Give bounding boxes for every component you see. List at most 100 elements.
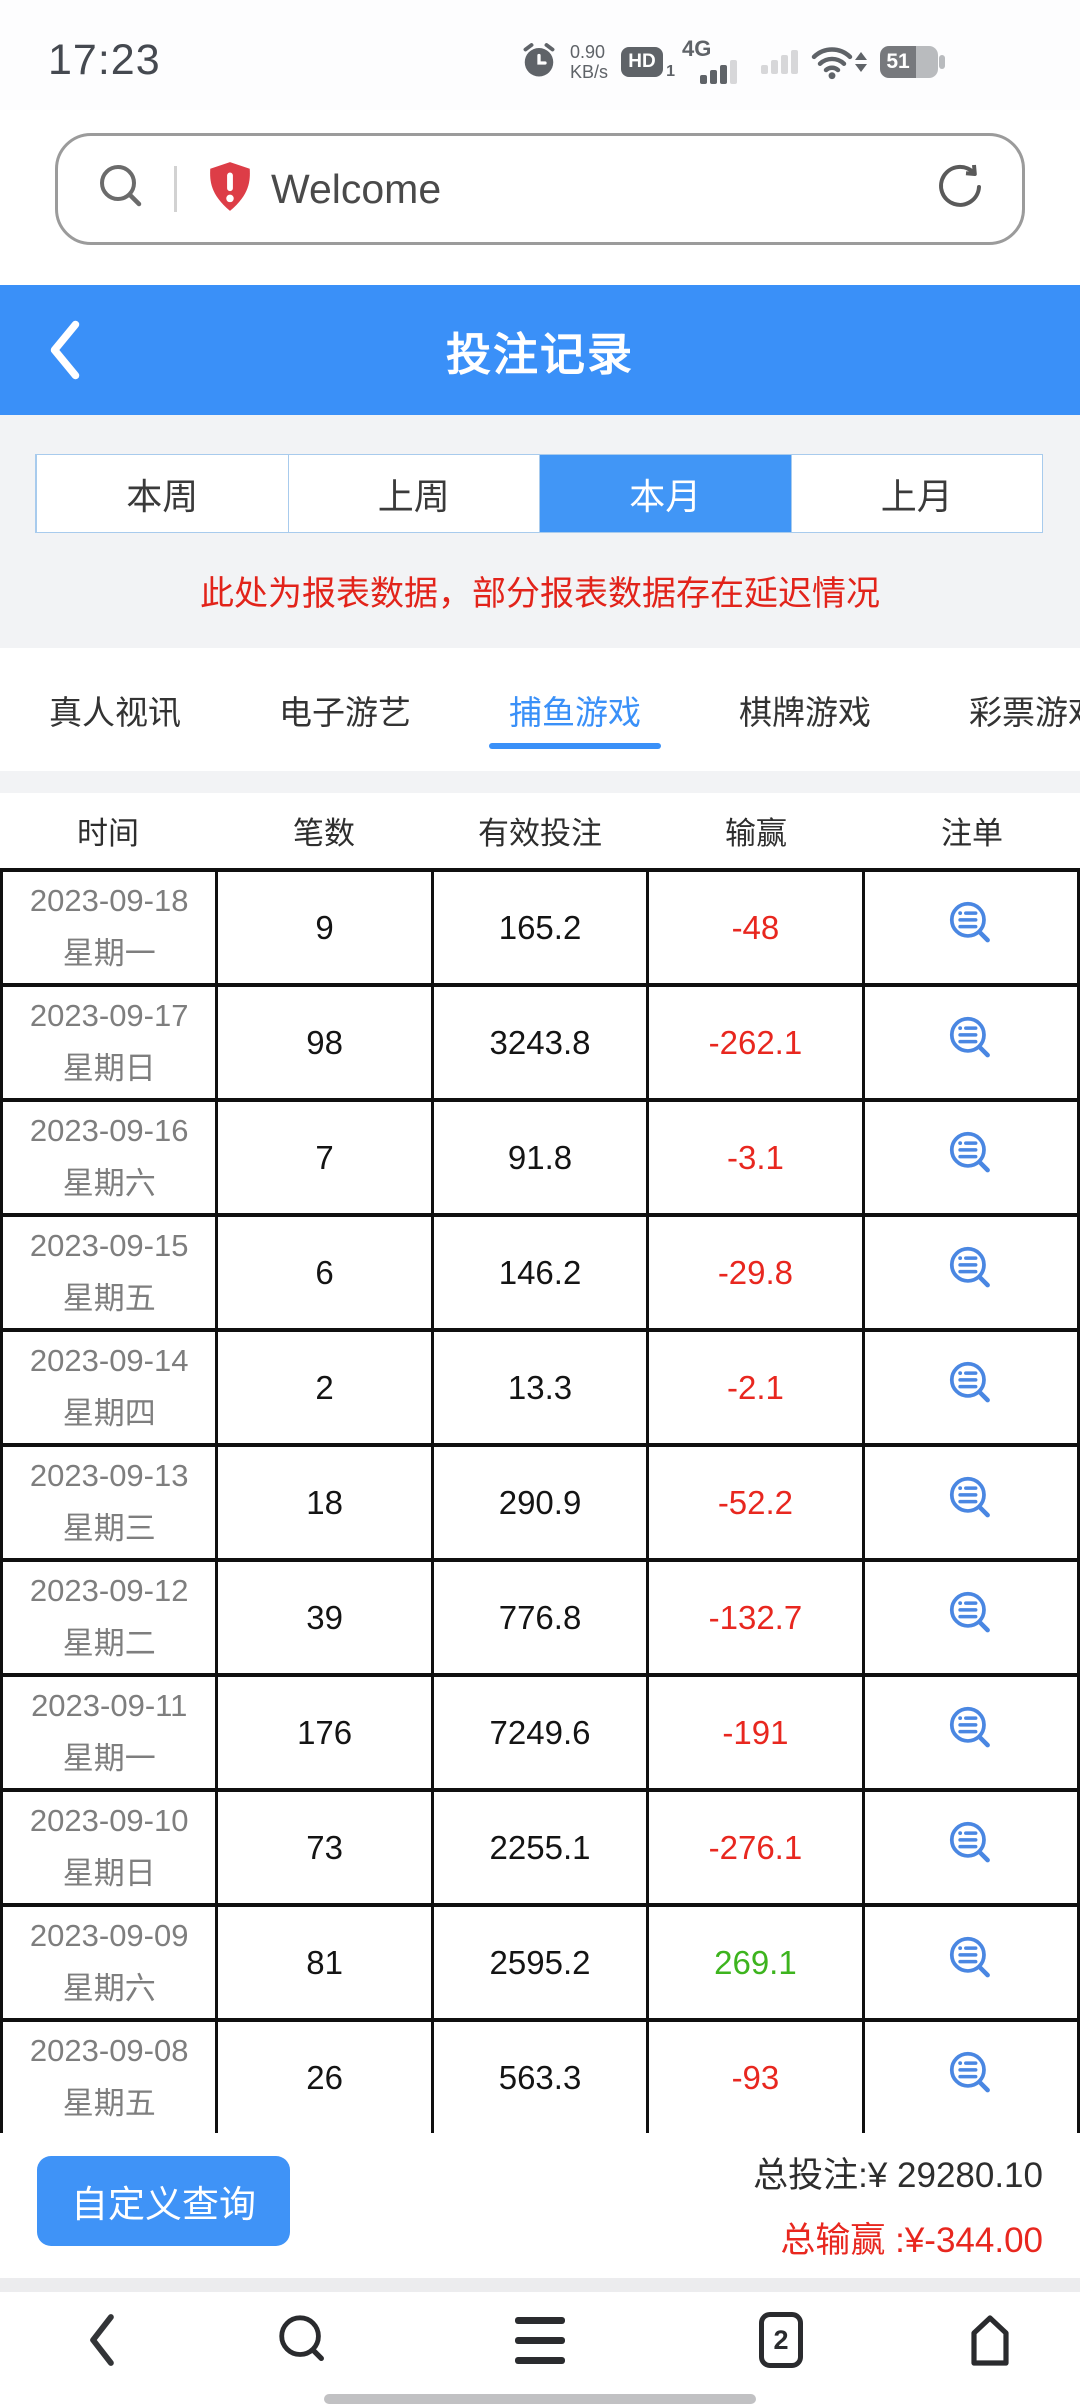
cell-date: 2023-09-15 星期五	[3, 1217, 219, 1328]
order-detail-icon[interactable]	[944, 897, 998, 959]
weekday-text: 星期六	[62, 1970, 156, 2006]
app-header: 投注记录	[0, 285, 1080, 415]
date-text: 2023-09-17	[29, 997, 189, 1033]
totals: 总投注:¥ 29280.10 总输赢 :¥-344.00	[753, 2147, 1043, 2263]
network-type-label: 4G	[682, 36, 712, 61]
period-tab[interactable]: 本周	[36, 455, 288, 532]
cell-order[interactable]	[865, 1792, 1077, 1903]
shield-alert-icon[interactable]	[205, 160, 255, 219]
cell-order[interactable]	[865, 2022, 1077, 2133]
period-tab[interactable]: 上月	[790, 455, 1042, 532]
game-tab[interactable]: 棋牌游戏	[690, 648, 920, 771]
cell-winloss: -93	[649, 2022, 865, 2133]
period-tab-label: 本周	[126, 475, 199, 517]
date-text: 2023-09-08	[29, 2032, 189, 2068]
cell-order[interactable]	[865, 1562, 1077, 1673]
game-tab[interactable]: 彩票游戏	[920, 648, 1080, 771]
order-detail-icon[interactable]	[944, 1242, 998, 1304]
nav-menu-icon[interactable]	[512, 2312, 568, 2368]
battery-level: 51	[880, 46, 916, 78]
cell-date: 2023-09-14 星期四	[3, 1332, 219, 1443]
period-tabs: 本周 上周 本月 上月	[35, 454, 1043, 533]
gesture-bar[interactable]	[324, 2394, 756, 2404]
table-row: 2023-09-17 星期日 98 3243.8 -262.1	[3, 987, 1077, 1102]
status-icons: 0.90 KB/s HD 1 4G	[521, 36, 945, 86]
cell-order[interactable]	[865, 872, 1077, 983]
period-tab-label: 本月	[629, 475, 702, 517]
order-detail-icon[interactable]	[944, 1932, 998, 1994]
cell-valid-bet: 2255.1	[434, 1792, 650, 1903]
cell-winloss: -262.1	[649, 987, 865, 1098]
network-speed-unit: KB/s	[569, 62, 608, 82]
cell-winloss: -191	[649, 1677, 865, 1788]
table-row: 2023-09-15 星期五 6 146.2 -29.8	[3, 1217, 1077, 1332]
cell-order[interactable]	[865, 1102, 1077, 1213]
battery-icon: 51	[880, 46, 945, 78]
cell-count: 98	[218, 987, 434, 1098]
weekday-text: 星期五	[62, 1280, 156, 1316]
search-icon[interactable]	[94, 160, 148, 219]
alarm-clock-icon	[521, 41, 557, 84]
hd-sim-index: 1	[666, 63, 675, 80]
order-detail-icon[interactable]	[944, 1357, 998, 1419]
nav-tabs-icon[interactable]: 2	[753, 2312, 809, 2368]
table-row: 2023-09-09 星期六 81 2595.2 269.1	[3, 1907, 1077, 2022]
date-text: 2023-09-14	[29, 1342, 189, 1378]
date-text: 2023-09-15	[29, 1227, 189, 1263]
table-row: 2023-09-08 星期五 26 563.3 -93	[3, 2022, 1077, 2137]
game-tab-label: 捕鱼游戏	[509, 693, 641, 731]
cell-valid-bet: 290.9	[434, 1447, 650, 1558]
period-tab[interactable]: 上周	[287, 455, 539, 532]
cell-valid-bet: 165.2	[434, 872, 650, 983]
order-detail-icon[interactable]	[944, 1472, 998, 1534]
order-detail-icon[interactable]	[944, 1127, 998, 1189]
cell-valid-bet: 776.8	[434, 1562, 650, 1673]
game-tab[interactable]: 捕鱼游戏	[460, 648, 690, 771]
cell-winloss: -3.1	[649, 1102, 865, 1213]
order-detail-icon[interactable]	[944, 1587, 998, 1649]
table-header: 时间 笔数 有效投注 输赢 注单	[0, 793, 1080, 868]
cell-order[interactable]	[865, 1332, 1077, 1443]
order-detail-icon[interactable]	[944, 2047, 998, 2109]
total-winloss-text: 总输赢 :¥-344.00	[780, 2221, 1043, 2260]
game-tab[interactable]: 电子游艺	[230, 648, 460, 771]
hd-icon: HD 1	[621, 47, 675, 80]
col-header-winloss: 输赢	[725, 816, 787, 851]
signal-4g-icon: 4G	[682, 36, 748, 86]
wifi-arrows-icon	[855, 52, 867, 72]
game-tab-label: 彩票游戏	[969, 693, 1080, 731]
url-bar[interactable]: Welcome	[55, 133, 1025, 245]
back-icon[interactable]	[44, 317, 86, 388]
cell-order[interactable]	[865, 1677, 1077, 1788]
period-tab-label: 上周	[377, 475, 450, 517]
cell-order[interactable]	[865, 987, 1077, 1098]
col-header-order: 注单	[941, 816, 1003, 851]
total-bet-text: 总投注:¥ 29280.10	[753, 2156, 1043, 2195]
cell-winloss: -2.1	[649, 1332, 865, 1443]
period-tab[interactable]: 本月	[539, 455, 791, 532]
cell-date: 2023-09-08 星期五	[3, 2022, 219, 2133]
cell-winloss: 269.1	[649, 1907, 865, 2018]
date-text: 2023-09-12	[29, 1572, 189, 1608]
cell-count: 81	[218, 1907, 434, 2018]
weekday-text: 星期五	[62, 2085, 156, 2121]
nav-search-icon[interactable]	[274, 2312, 330, 2368]
cell-order[interactable]	[865, 1447, 1077, 1558]
signal-bars-sim1-icon	[700, 60, 737, 84]
date-text: 2023-09-11	[31, 1687, 188, 1723]
cell-order[interactable]	[865, 1217, 1077, 1328]
cell-date: 2023-09-16 星期六	[3, 1102, 219, 1213]
order-detail-icon[interactable]	[944, 1012, 998, 1074]
game-tab[interactable]: 真人视讯	[0, 648, 230, 771]
nav-home-icon[interactable]	[962, 2312, 1018, 2368]
cell-order[interactable]	[865, 1907, 1077, 2018]
nav-back-icon[interactable]	[74, 2312, 130, 2368]
weekday-text: 星期二	[62, 1625, 156, 1661]
cell-winloss: -276.1	[649, 1792, 865, 1903]
custom-query-button[interactable]: 自定义查询	[37, 2156, 290, 2246]
refresh-icon[interactable]	[934, 161, 986, 218]
table-row: 2023-09-13 星期三 18 290.9 -52.2	[3, 1447, 1077, 1562]
order-detail-icon[interactable]	[944, 1702, 998, 1764]
table-row: 2023-09-12 星期二 39 776.8 -132.7	[3, 1562, 1077, 1677]
order-detail-icon[interactable]	[944, 1817, 998, 1879]
